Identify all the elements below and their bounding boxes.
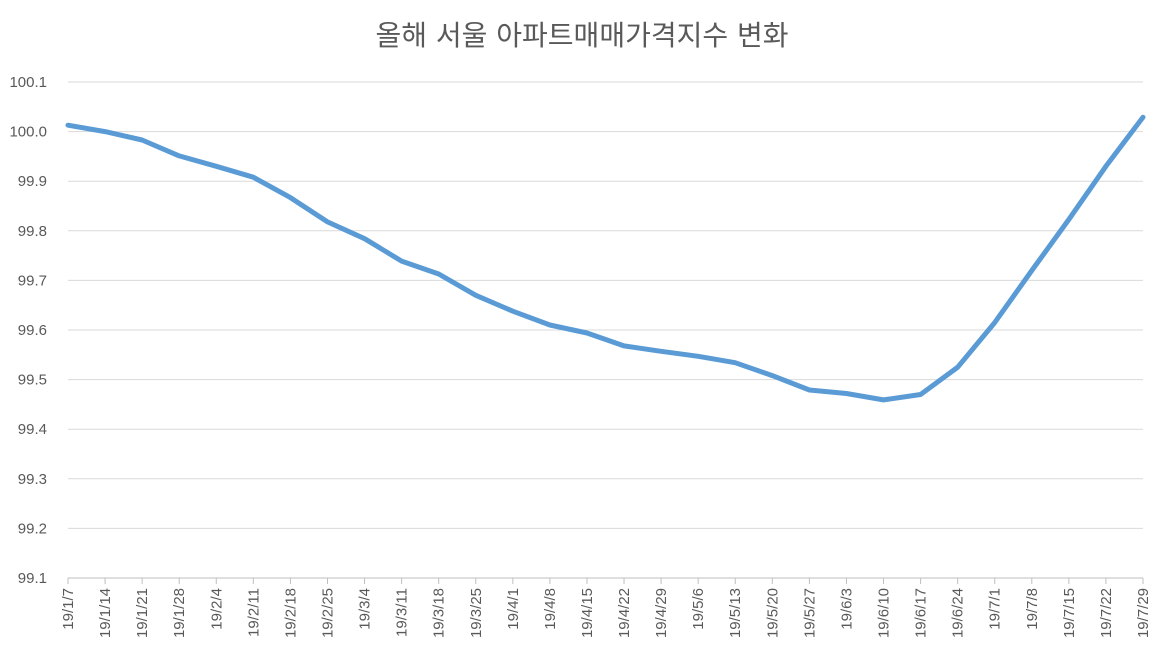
x-axis: 19/1/7 19/1/14 19/1/21 19/1/28 19/2/4 19/2/11… [60, 577, 1152, 638]
x-tick-label: 19/6/10 [876, 588, 893, 638]
y-tick-label: 99.1 [18, 570, 47, 587]
x-tick-label: 19/6/17 [913, 588, 930, 638]
x-tick-label: 19/2/11 [245, 588, 262, 637]
gridlines [68, 81, 1143, 579]
x-tick-label: 19/3/11 [394, 588, 411, 637]
x-tick-label: 19/1/21 [134, 588, 151, 638]
y-tick-label: 99.9 [18, 173, 47, 190]
x-tick-label: 19/4/22 [616, 588, 633, 638]
y-tick-label: 99.4 [18, 421, 47, 438]
y-tick-label: 99.3 [18, 471, 47, 488]
x-tick-label: 19/5/6 [690, 588, 707, 630]
chart-title: 올해 서울 아파트매매가격지수 변화 [375, 19, 789, 52]
y-tick-label: 99.7 [18, 272, 47, 289]
x-tick-label: 19/2/4 [208, 588, 225, 630]
y-tick-label: 99.2 [18, 520, 47, 537]
y-axis: 100.1 100.0 99.9 99.8 99.7 99.6 99.5 99.4 99.3 99… [9, 74, 47, 587]
y-tick-label: 99.5 [18, 372, 47, 389]
x-tick-label: 19/6/24 [950, 588, 967, 638]
y-tick-label: 99.8 [18, 223, 47, 240]
x-tick-label: 19/3/4 [357, 588, 374, 630]
x-tick-label: 19/4/29 [653, 588, 670, 638]
x-tick-label: 19/4/8 [542, 588, 559, 630]
x-tick-label: 19/7/22 [1098, 588, 1115, 638]
x-tick-label: 19/1/7 [60, 588, 77, 630]
y-tick-label: 99.6 [18, 322, 47, 339]
y-tick-label: 100.1 [9, 74, 47, 91]
x-tick-label: 19/1/14 [97, 588, 114, 638]
x-tick-label: 19/3/18 [431, 588, 448, 638]
x-tick-label: 19/6/3 [838, 588, 855, 630]
x-tick-label: 19/4/15 [579, 588, 596, 638]
series-layer [65, 114, 1146, 403]
x-tick-label: 19/4/1 [505, 588, 522, 630]
series-line [65, 114, 1146, 403]
x-tick-label: 19/7/8 [1024, 588, 1041, 630]
x-tick-label: 19/2/18 [282, 588, 299, 638]
x-tick-label: 19/7/29 [1135, 588, 1152, 638]
x-tick-label: 19/7/15 [1061, 588, 1078, 638]
x-tick-label: 19/2/25 [319, 588, 336, 638]
x-tick-label: 19/5/27 [801, 588, 818, 638]
x-tick-label: 19/7/1 [987, 588, 1004, 630]
x-tick-label: 19/1/28 [171, 588, 188, 638]
x-tick-label: 19/5/20 [764, 588, 781, 638]
x-tick-label: 19/5/13 [727, 588, 744, 638]
x-tick-label: 19/3/25 [468, 588, 485, 638]
y-tick-label: 100.0 [9, 124, 47, 141]
